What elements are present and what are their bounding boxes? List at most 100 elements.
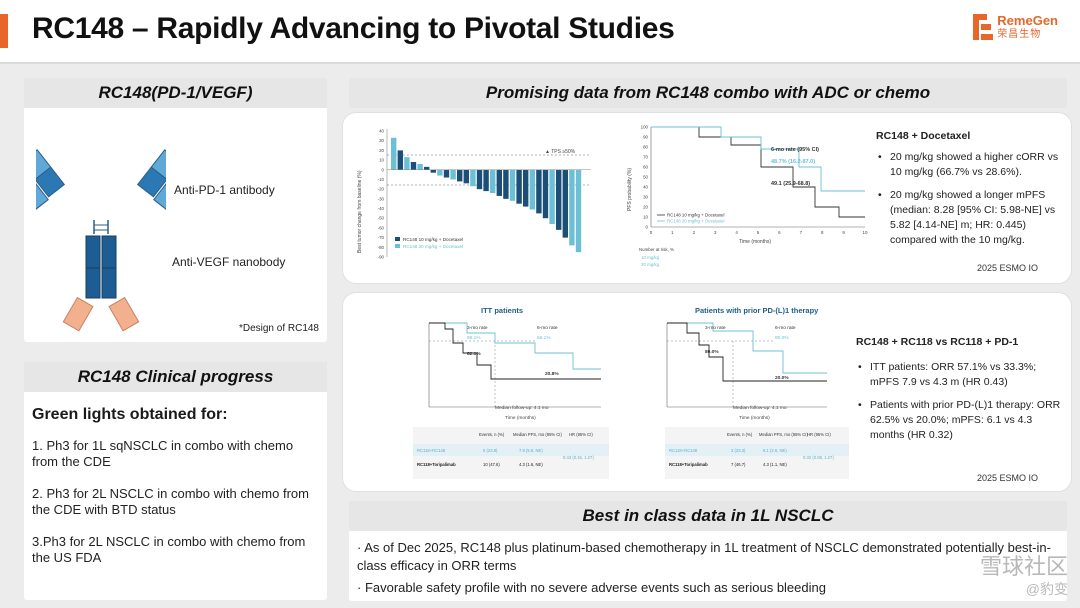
km-y-tick: 100 bbox=[641, 125, 649, 130]
rc118-bullet-2: Patients with prior PD-(L)1 therapy: ORR… bbox=[856, 398, 1068, 443]
waterfall-bar bbox=[490, 169, 496, 194]
rc148-structure-diagram bbox=[36, 149, 166, 332]
tps-label: ▲ TPS ≥50% bbox=[545, 149, 576, 155]
km-y-tick: 60 bbox=[643, 165, 648, 170]
km-rate-label: 6-mo rate (95% CI) bbox=[771, 147, 819, 153]
progress-item-2: 2. Ph3 for 2L NSCLC in combo with chemo … bbox=[32, 486, 309, 517]
prior-row1-pfs: 6.1 (2.6, NE) bbox=[763, 448, 787, 453]
logo-brand: RemeGen bbox=[997, 13, 1058, 28]
prior-curve-rc148 bbox=[667, 322, 827, 374]
km-x-tick: 3 bbox=[714, 230, 717, 235]
prior-followup: Median follow-up: 4.1 mo bbox=[733, 405, 787, 411]
km-y-tick: 20 bbox=[643, 205, 648, 210]
waterfall-y-tick: 30 bbox=[379, 138, 384, 143]
waterfall-y-tick: -70 bbox=[378, 235, 385, 240]
docetaxel-bullet-1: 20 mg/kg showed a higher cORR vs 10 mg/k… bbox=[876, 150, 1068, 180]
prior-th-pfs: Median PFS, mo (95% CI) bbox=[759, 432, 808, 437]
prior-rate3-label: 3-mo rate bbox=[705, 325, 726, 331]
prior-value-b: 80.0% bbox=[775, 335, 789, 341]
itt-value-a: 82.1% bbox=[467, 351, 481, 357]
mechanism-panel: RC148(PD-1/VEGF) bbox=[24, 78, 327, 342]
waterfall-legend-20: RC148 20 mg/kg + Docetaxel bbox=[403, 244, 463, 249]
km-x-tick: 1 bbox=[671, 230, 674, 235]
source-label: 2025 ESMO IO bbox=[977, 263, 1039, 273]
prior-row1-events: 3 (33.3) bbox=[731, 448, 746, 453]
waterfall-bar bbox=[556, 169, 562, 230]
km-x-tick: 10 bbox=[863, 230, 868, 235]
waterfall-y-tick: -30 bbox=[378, 196, 385, 201]
prior-th-events: Events, n (%) bbox=[727, 432, 753, 437]
waterfall-y-tick: -90 bbox=[378, 255, 385, 260]
slide-title: RC148 – Rapidly Advancing to Pivotal Stu… bbox=[32, 12, 675, 45]
waterfall-bar bbox=[569, 169, 575, 246]
source-label-2: 2025 ESMO IO bbox=[977, 473, 1039, 483]
watermark-line-2: @豹变 bbox=[1025, 581, 1068, 597]
prior-rate6-label: 6-mo rate bbox=[775, 325, 796, 331]
itt-th-pfs: Median PFS, mo (95% CI) bbox=[513, 432, 562, 437]
itt-km-plot: ITT patients 3-mo rate 6-mo rate 66.1% 6… bbox=[413, 306, 609, 479]
itt-rate3-label: 3-mo rate bbox=[467, 325, 488, 331]
prior-title: Patients with prior PD-(L)1 therapy bbox=[695, 306, 819, 315]
rc118-bullet-1: ITT patients: ORR 57.1% vs 33.3%; mPFS 7… bbox=[856, 360, 1068, 390]
waterfall-bar bbox=[509, 169, 516, 201]
km-risk-row-10: 10 mg/kg bbox=[641, 255, 660, 260]
waterfall-bar bbox=[430, 169, 436, 173]
km-ylabel: PFS probability (%) bbox=[627, 168, 633, 211]
waterfall-y-tick: -40 bbox=[378, 206, 385, 211]
waterfall-bar bbox=[549, 169, 555, 225]
itt-followup: Median follow-up: 4.1 mo bbox=[495, 405, 549, 411]
itt-value-b: 66.1% bbox=[467, 335, 481, 341]
rc118-combo-card: ITT patients 3-mo rate 6-mo rate 66.1% 6… bbox=[342, 292, 1072, 492]
km-legend-20: RC148 20 mg/kg + Docetaxel bbox=[667, 219, 724, 224]
docetaxel-summary: RC148 + Docetaxel 20 mg/kg showed a high… bbox=[876, 129, 1068, 256]
prior-value-c: 20.0% bbox=[775, 375, 789, 381]
waterfall-bar bbox=[450, 169, 456, 180]
progress-item-1: 1. Ph3 for 1L sqNSCLC in combo with chem… bbox=[32, 438, 294, 469]
waterfall-bar bbox=[397, 150, 403, 170]
best-item-2: · Favorable safety profile with no sever… bbox=[357, 580, 826, 595]
waterfall-bar bbox=[529, 169, 535, 210]
best-in-class-heading: Best in class data in 1L NSCLC bbox=[349, 501, 1067, 531]
itt-row1-arm: RC118+RC148 bbox=[417, 448, 446, 453]
itt-xlabel: Time (months) bbox=[505, 415, 536, 421]
prior-th-hr: HR (95% CI) bbox=[807, 432, 831, 437]
waterfall-y-tick: -60 bbox=[378, 225, 385, 230]
km-x-tick: 8 bbox=[821, 230, 824, 235]
header-divider bbox=[0, 62, 1080, 64]
logo-brand-cn: 荣昌生物 bbox=[997, 29, 1042, 40]
km-x-tick: 4 bbox=[735, 230, 738, 235]
waterfall-bar bbox=[483, 169, 489, 192]
waterfall-y-tick: -20 bbox=[378, 187, 385, 192]
clinical-progress-panel: RC148 Clinical progress Green lights obt… bbox=[24, 362, 327, 600]
green-lights-title: Green lights obtained for: bbox=[32, 406, 228, 423]
progress-item-3: 3.Ph3 for 2L NSCLC in combo with chemo f… bbox=[32, 534, 306, 565]
km-legend-10: RC148 10 mg/kg + Docetaxel bbox=[667, 213, 724, 218]
waterfall-bar bbox=[437, 169, 443, 176]
docetaxel-data-card: Best tumor change from baseline (%) 40 30… bbox=[342, 112, 1072, 284]
best-in-class-panel: · As of Dec 2025, RC148 plus platinum-ba… bbox=[349, 531, 1067, 601]
prior-curve-toripalimab bbox=[667, 322, 827, 382]
waterfall-ylabel: Best tumor change from baseline (%) bbox=[357, 170, 363, 253]
km-y-tick: 0 bbox=[646, 225, 649, 230]
km-xlabel: Time (months) bbox=[739, 239, 771, 245]
waterfall-bar bbox=[443, 169, 450, 178]
waterfall-y-tick: 40 bbox=[379, 129, 384, 134]
itt-row2-pfs: 4.3 (1.6, NE) bbox=[519, 462, 543, 467]
km-y-tick: 10 bbox=[643, 215, 648, 220]
itt-row2-events: 10 (47.6) bbox=[483, 462, 500, 467]
docetaxel-summary-title: RC148 + Docetaxel bbox=[876, 130, 971, 142]
waterfall-bar bbox=[404, 157, 410, 170]
waterfall-bar bbox=[417, 163, 423, 170]
itt-curve-toripalimab bbox=[429, 322, 601, 380]
mechanism-heading: RC148(PD-1/VEGF) bbox=[24, 78, 327, 108]
anti-vegf-label: Anti-VEGF nanobody bbox=[172, 255, 286, 269]
itt-value-c: 20.8% bbox=[545, 371, 559, 377]
itt-row2-arm: RC118+Toripalimab bbox=[417, 462, 456, 467]
waterfall-y-tick: 10 bbox=[379, 158, 384, 163]
remegen-logo: RemeGen 荣昌生物 bbox=[973, 14, 1058, 40]
waterfall-bar bbox=[503, 169, 509, 199]
km-rate-10: 49.1 (25.9-68.8) bbox=[771, 181, 810, 187]
km-y-tick: 50 bbox=[643, 175, 648, 180]
title-accent-bar bbox=[0, 14, 8, 48]
km-y-tick: 40 bbox=[643, 185, 648, 190]
